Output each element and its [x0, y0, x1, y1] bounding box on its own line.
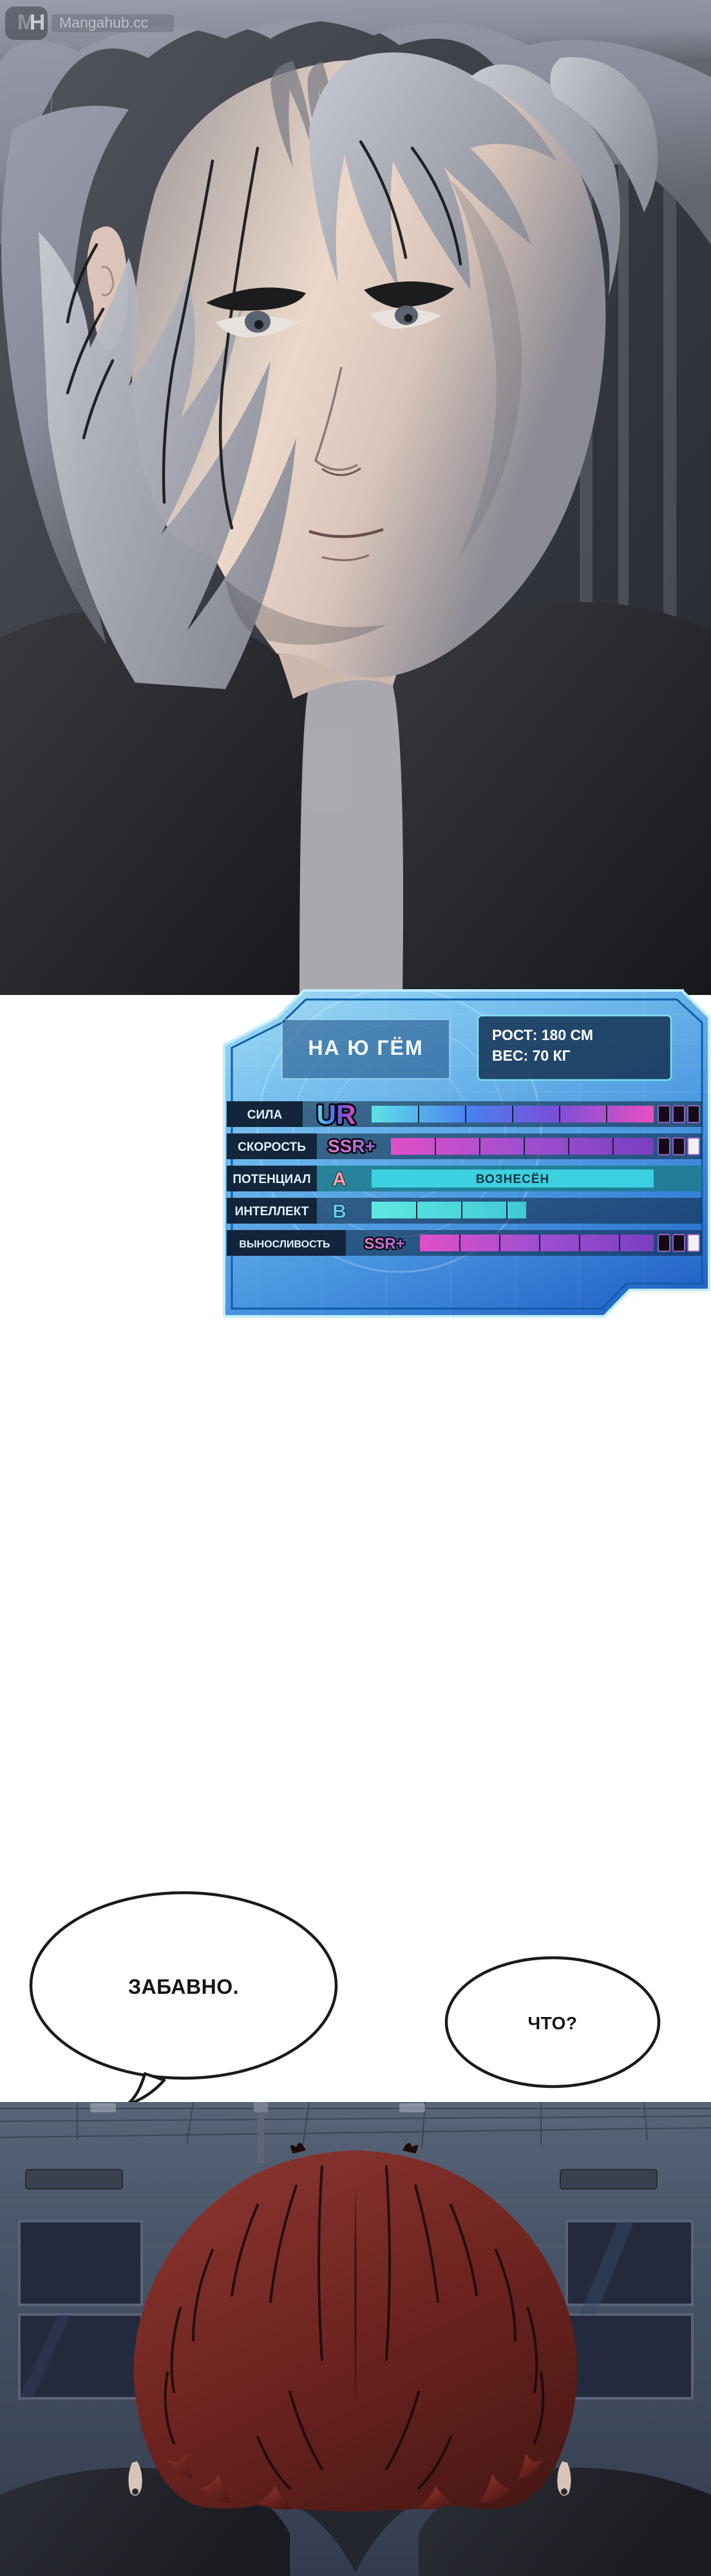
svg-text:ЧТО?: ЧТО? [528, 2013, 578, 2033]
svg-text:SSR+: SSR+ [328, 1136, 375, 1156]
svg-text:ПОТЕНЦИАЛ: ПОТЕНЦИАЛ [232, 1173, 310, 1186]
svg-text:UR: UR [317, 1099, 356, 1130]
svg-text:НА Ю ГЁМ: НА Ю ГЁМ [308, 1036, 423, 1059]
svg-text:ВЫНОСЛИВОСТЬ: ВЫНОСЛИВОСТЬ [239, 1239, 330, 1250]
svg-text:СИЛА: СИЛА [247, 1108, 283, 1122]
svg-text:Mangahub.cc: Mangahub.cc [59, 14, 148, 31]
svg-text:ЗАБАВНО.: ЗАБАВНО. [128, 1975, 239, 1998]
svg-text:ВОЗНЕСЁН: ВОЗНЕСЁН [476, 1173, 549, 1186]
svg-text:SSR+: SSR+ [364, 1235, 404, 1253]
svg-text:A: A [332, 1169, 346, 1190]
svg-text:ИНТЕЛЛЕКТ: ИНТЕЛЛЕКТ [235, 1205, 309, 1218]
svg-text:B: B [332, 1201, 346, 1222]
svg-text:H: H [30, 10, 46, 35]
svg-text:ВЕС: 70 КГ: ВЕС: 70 КГ [492, 1047, 571, 1064]
svg-text:РОСТ: 180 СМ: РОСТ: 180 СМ [492, 1027, 593, 1043]
svg-text:СКОРОСТЬ: СКОРОСТЬ [238, 1141, 306, 1154]
